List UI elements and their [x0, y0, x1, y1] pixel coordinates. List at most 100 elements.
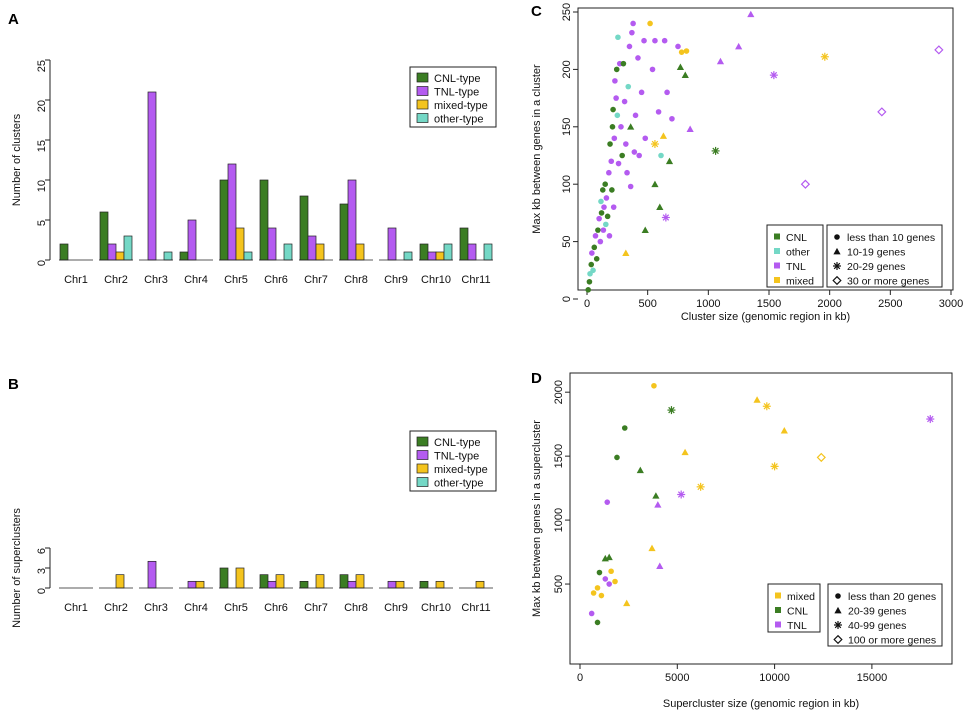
- point-tnl-circle: [589, 250, 595, 256]
- y-axis-label: Number of clusters: [11, 113, 23, 206]
- legend-swatch-cnl: [774, 233, 780, 240]
- point-tnl-circle: [649, 66, 656, 73]
- legend-label: 100 or more genes: [848, 635, 936, 647]
- point-tnl-circle: [629, 29, 635, 36]
- bar-tnl-chr4: [187, 580, 197, 589]
- y-tick-label: 5: [36, 220, 48, 226]
- x-category-label: Chr11: [461, 602, 490, 614]
- y-axis-label: Number of superclusters: [11, 508, 23, 628]
- point-tnl-triangle: [654, 501, 662, 508]
- point-other-circle: [603, 221, 609, 228]
- point-cnl-triangle: [651, 180, 659, 188]
- x-category-label: Chr8: [344, 274, 368, 286]
- point-tnl-circle: [630, 20, 636, 27]
- legend-shape-star: [833, 262, 841, 270]
- y-tick-label: 150: [561, 118, 573, 136]
- point-mixed-triangle: [623, 599, 631, 607]
- legend-label: TNL: [787, 620, 807, 632]
- star-stroke: [763, 403, 771, 410]
- point-other-circle: [615, 34, 621, 41]
- legend-swatch-tnl: [416, 450, 429, 460]
- point-tnl-circle: [624, 169, 630, 176]
- bar-mixed-chr5: [235, 567, 245, 589]
- point-tnl-circle: [669, 115, 675, 122]
- bar-mixed-chr10: [435, 251, 445, 261]
- point-other-circle: [625, 83, 632, 90]
- point-cnl-circle: [588, 261, 595, 268]
- point-tnl-triangle: [735, 42, 743, 50]
- bar-tnl-chr9: [387, 580, 397, 589]
- point-mixed-star: [696, 482, 705, 491]
- x-tick-label: 0: [584, 298, 590, 310]
- bar-mixed-chr6: [275, 574, 285, 589]
- bar-tnl-chr4: [187, 219, 197, 261]
- panel-letter-d: D: [531, 370, 542, 387]
- bar-mixed-chr5: [235, 227, 245, 261]
- chart-panel-a: 0 5 10 15 20 25 Number of clusters Chr1 Chr2 Chr3…: [11, 59, 497, 286]
- point-cnl-circle: [614, 454, 620, 461]
- point-cnl-circle: [585, 287, 592, 293]
- bar-tnl-chr3: [147, 91, 157, 261]
- bar-cnl-chr7: [299, 580, 309, 589]
- legend-label: mixed: [786, 276, 814, 288]
- point-tnl-circle: [661, 37, 668, 44]
- bar-cnl-chr5: [219, 567, 229, 589]
- point-tnl-circle: [613, 95, 619, 101]
- x-tick-label: 10000: [759, 672, 790, 684]
- legend-label: 30 or more genes: [847, 276, 929, 288]
- point-cnl-triangle: [641, 226, 649, 233]
- x-tick-label: 5000: [665, 672, 689, 684]
- legend-label: CNL: [787, 606, 808, 618]
- y-tick-label: 10: [36, 180, 48, 192]
- legend-swatch-mixed: [416, 463, 429, 474]
- star-stroke: [651, 140, 659, 148]
- star-stroke: [834, 621, 842, 629]
- point-tnl-circle: [664, 89, 670, 96]
- point-cnl-triangle: [636, 466, 644, 474]
- bar-tnl-chr11: [467, 243, 477, 261]
- bar-mixed-chr11: [475, 580, 485, 589]
- bar-cnl-chr7: [299, 195, 309, 261]
- bar-mixed-chr2: [115, 251, 125, 261]
- star-stroke: [712, 147, 719, 155]
- x-tick-label: 2000: [817, 298, 841, 310]
- bar-other-chr3: [163, 251, 173, 261]
- bar-tnl-chr7: [307, 235, 317, 261]
- x-tick-label: 15000: [857, 672, 888, 684]
- point-mixed-triangle: [753, 396, 761, 403]
- point-mixed-circle: [612, 578, 618, 585]
- point-other-circle: [590, 267, 596, 274]
- point-tnl-circle: [612, 78, 618, 84]
- y-axis-label: Max kb between genes in a supercluster: [531, 420, 543, 617]
- bar-cnl-chr6: [259, 574, 269, 589]
- data-points: [585, 10, 944, 293]
- point-cnl-circle: [595, 227, 601, 233]
- x-category-label: Chr9: [384, 274, 408, 286]
- shape-legend: less than 20 genes 20-39 genes 40-99 genes…: [827, 583, 943, 647]
- point-cnl-triangle: [665, 157, 674, 165]
- bar-tnl-chr3: [147, 560, 157, 589]
- panel-letter-a: A: [8, 11, 19, 28]
- point-tnl-circle: [636, 152, 642, 159]
- point-tnl-circle: [632, 112, 639, 119]
- legend-label: TNL-type: [434, 87, 479, 99]
- point-tnl-circle: [592, 233, 599, 239]
- point-tnl-star: [677, 490, 686, 499]
- bar-tnl-chr8: [347, 179, 357, 261]
- point-tnl-circle: [635, 55, 641, 61]
- point-tnl-circle: [608, 158, 615, 165]
- point-mixed-circle: [598, 592, 605, 599]
- plot-frame: [577, 7, 954, 291]
- plot-frame: [569, 372, 953, 665]
- shape-legend: less than 10 genes 10-19 genes 20-29 genes…: [826, 224, 943, 288]
- chart-panel-b: 0 3 6 Number of superclusters Chr1 Chr2 Chr3 Ch…: [11, 430, 497, 628]
- point-mixed-triangle: [659, 132, 668, 139]
- bar-mixed-chr10: [435, 580, 445, 589]
- y-tick-label: 50: [561, 235, 573, 247]
- bar-tnl-chr6: [267, 580, 277, 589]
- point-cnl-circle: [598, 210, 605, 216]
- point-cnl-circle: [604, 213, 611, 220]
- shape-legend-box: [826, 224, 943, 288]
